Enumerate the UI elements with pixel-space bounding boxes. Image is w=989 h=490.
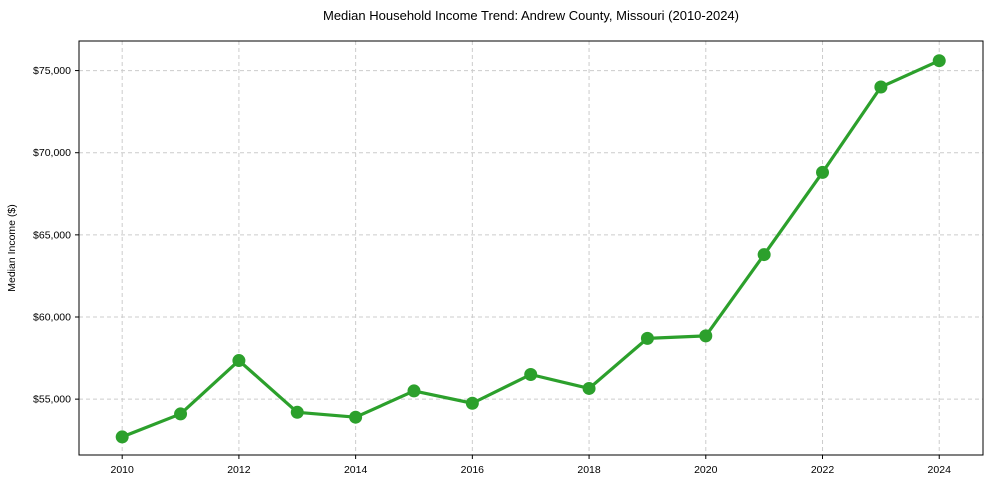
x-tick-label: 2016 [461, 464, 485, 476]
y-tick-label: $75,000 [33, 65, 71, 77]
data-point-2014 [349, 410, 363, 424]
data-point-2021 [757, 248, 771, 262]
data-point-2022 [816, 165, 830, 179]
data-point-2013 [290, 405, 304, 419]
data-point-2019 [640, 331, 654, 345]
y-axis-label: Median Income ($) [6, 204, 18, 292]
y-tick-label: $60,000 [33, 312, 71, 324]
data-point-2010 [115, 430, 129, 444]
x-tick-label: 2020 [694, 464, 718, 476]
y-tick-label: $55,000 [33, 394, 71, 406]
data-point-2016 [465, 396, 479, 410]
data-point-2023 [874, 80, 888, 94]
y-tick-label: $70,000 [33, 147, 71, 159]
data-point-2011 [174, 407, 188, 421]
y-tick-label: $65,000 [33, 229, 71, 241]
x-tick-label: 2014 [344, 464, 368, 476]
data-point-2020 [699, 329, 713, 343]
x-tick-label: 2010 [111, 464, 135, 476]
x-tick-label: 2012 [227, 464, 251, 476]
x-tick-label: 2022 [811, 464, 835, 476]
plot-border [78, 40, 984, 456]
data-point-2024 [932, 54, 946, 68]
chart-title: Median Household Income Trend: Andrew Co… [323, 8, 739, 23]
x-tick-label: 2018 [577, 464, 601, 476]
data-point-2017 [524, 368, 538, 381]
data-point-2018 [582, 381, 596, 395]
x-tick-label: 2024 [928, 464, 952, 476]
data-point-2015 [407, 384, 421, 398]
data-point-2012 [232, 354, 246, 368]
